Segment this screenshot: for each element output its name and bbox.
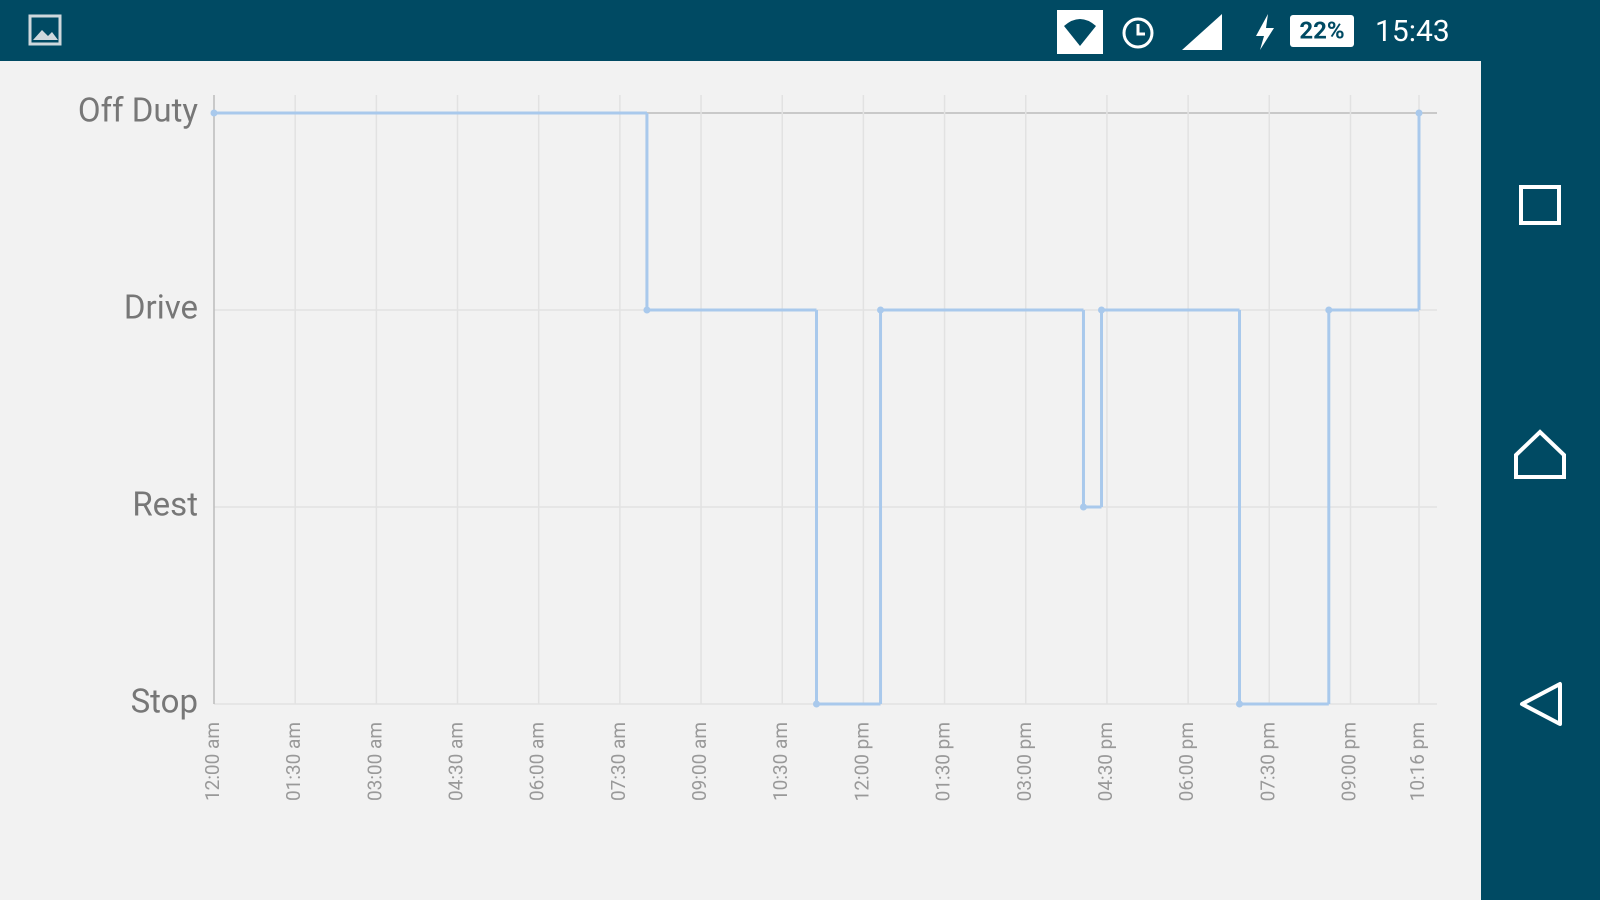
alarm-icon — [1122, 17, 1154, 49]
clock: 15:43 — [1375, 14, 1450, 49]
charging-icon — [1256, 14, 1274, 50]
point — [210, 109, 218, 117]
gallery-icon-mountain — [33, 30, 58, 40]
recents-button[interactable] — [1519, 185, 1561, 225]
point — [1098, 306, 1106, 314]
x-tick-label: 10:30 am — [769, 722, 792, 801]
point — [643, 306, 651, 314]
point — [813, 700, 820, 708]
battery-icon — [1290, 15, 1354, 47]
y-tick-label: Drive — [124, 289, 198, 328]
gallery-icon — [28, 14, 62, 46]
y-tick-label: Stop — [131, 683, 198, 722]
point — [1079, 503, 1087, 511]
nav-bar — [1481, 61, 1600, 900]
wifi-shape — [1064, 19, 1096, 46]
x-tick-label: 01:30 am — [282, 722, 305, 801]
battery-level: 22% — [1299, 16, 1344, 44]
x-tick-label: 01:30 pm — [932, 722, 955, 801]
x-tick-label: 06:00 pm — [1175, 722, 1198, 801]
y-tick-label: Off Duty — [78, 92, 198, 131]
x-tick-label: 04:30 am — [445, 722, 468, 801]
x-tick-label: 12:00 pm — [850, 722, 873, 801]
point — [1415, 109, 1423, 117]
x-tick-label: 04:30 pm — [1094, 722, 1117, 801]
x-tick-label: 10:16 pm — [1406, 722, 1429, 801]
point — [1236, 700, 1244, 708]
x-tick-label: 06:00 am — [526, 722, 549, 801]
chart-panel — [0, 61, 1481, 900]
signal-icon — [1182, 14, 1222, 50]
x-tick-label: 09:00 pm — [1337, 722, 1360, 801]
home-button[interactable] — [1514, 429, 1566, 479]
point — [1325, 306, 1333, 314]
y-tick-label: Rest — [132, 486, 198, 525]
x-tick-label: 07:30 pm — [1256, 722, 1279, 801]
x-tick-label: 07:30 am — [607, 722, 630, 801]
back-button[interactable] — [1520, 682, 1562, 726]
x-tick-label: 03:00 am — [363, 722, 386, 801]
x-tick-label: 09:00 am — [688, 722, 711, 801]
x-tick-label: 12:00 am — [201, 722, 224, 801]
status-bar — [0, 0, 1600, 61]
x-tick-label: 03:00 pm — [1013, 722, 1036, 801]
point — [877, 306, 885, 314]
alarm-hands — [1136, 24, 1145, 36]
